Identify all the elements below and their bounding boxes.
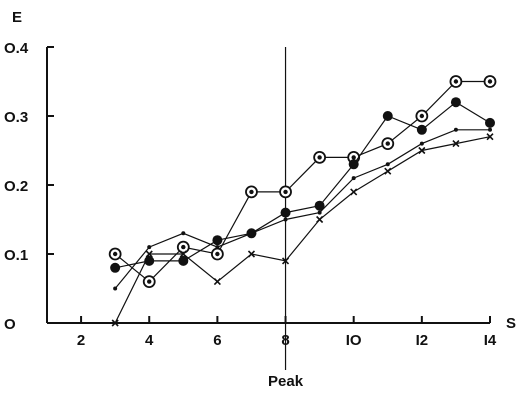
data-point-ring-center: [317, 155, 322, 160]
data-point-filled: [382, 111, 393, 121]
data-point-ring-center: [181, 244, 186, 250]
y-tick-label: O.3: [4, 109, 28, 126]
data-point-cross: [316, 215, 324, 224]
data-point-dot: [249, 231, 254, 236]
x-tick-label: I4: [484, 332, 497, 349]
data-point-cross: [452, 140, 460, 148]
y-tick-label: O: [4, 316, 16, 333]
series-line: [114, 129, 490, 289]
series-line: [114, 80, 490, 283]
data-point-cross: [384, 167, 392, 175]
data-point-dot: [453, 127, 458, 132]
data-point-dot: [147, 245, 152, 250]
data-point-ring-center: [385, 141, 390, 146]
data-point-dot: [385, 162, 390, 167]
data-point-filled: [280, 207, 291, 218]
labels: O O.1 O.2 O.3 O.4 2 4 6 8 IO I2 I4 E S Peak: [4, 9, 516, 390]
data-point-ring-center: [249, 189, 254, 195]
x-tick-label: I2: [416, 332, 429, 349]
data-point-filled: [178, 255, 189, 266]
data-point-filled: [485, 117, 495, 128]
y-axis-title: E: [12, 9, 22, 26]
data-point-cross: [350, 188, 358, 196]
series-filled-circle: [110, 97, 495, 273]
data-point-dot: [351, 176, 356, 181]
data-point-cross: [486, 133, 494, 141]
peak-label: Peak: [268, 373, 304, 390]
data-point-filled: [212, 235, 223, 246]
series-dot: [113, 127, 492, 291]
data-point-dot: [488, 127, 492, 132]
data-point-filled: [314, 200, 325, 211]
data-point-dot: [283, 217, 288, 222]
y-tick-label: O.1: [4, 247, 28, 264]
data-point-dot: [113, 286, 118, 291]
data-point-filled: [416, 124, 427, 135]
data-point-filled: [110, 262, 121, 273]
data-point-dot: [181, 231, 186, 236]
data-point-cross: [111, 319, 119, 327]
series-line: [114, 136, 491, 324]
series-line: [115, 101, 491, 269]
data-point-cross: [213, 278, 221, 286]
series-ring: [108, 75, 497, 289]
data-point-ring-center: [215, 251, 220, 257]
data-point-ring-center: [419, 113, 425, 119]
x-tick-label: 4: [145, 332, 154, 349]
data-point-dot: [317, 210, 322, 215]
y-tick-label: O.2: [4, 178, 28, 195]
series-layer: [108, 75, 497, 327]
x-tick-label: 8: [281, 332, 289, 349]
x-tick-label: 6: [213, 332, 221, 349]
data-point-ring-center: [112, 251, 118, 257]
data-point-cross: [281, 257, 290, 265]
x-axis-title: S: [506, 315, 516, 332]
data-point-cross: [418, 146, 426, 155]
data-point-ring-center: [453, 79, 459, 84]
data-point-ring-center: [487, 79, 493, 84]
data-point-dot: [419, 141, 424, 146]
series-cross: [111, 133, 494, 327]
data-point-cross: [179, 250, 187, 258]
data-point-ring-center: [283, 189, 288, 195]
x-tick-label: 2: [77, 332, 85, 349]
data-point-filled: [348, 159, 359, 170]
data-point-cross: [247, 250, 256, 258]
x-tick-label: IO: [346, 332, 362, 349]
data-point-ring-center: [147, 279, 152, 284]
data-point-cross: [145, 250, 153, 258]
data-point-dot: [215, 245, 220, 250]
data-point-ring-center: [351, 155, 356, 160]
data-point-filled: [450, 97, 461, 108]
y-tick-label: O.4: [4, 40, 29, 57]
